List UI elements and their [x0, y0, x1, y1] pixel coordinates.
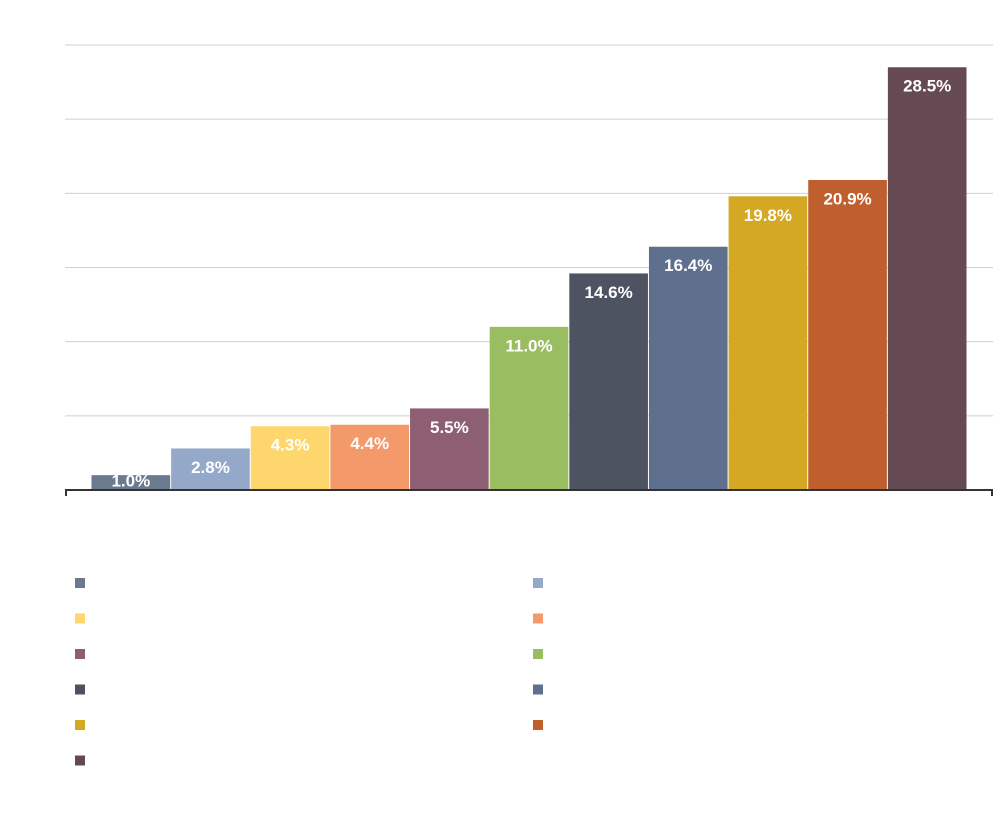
bar: [808, 179, 887, 490]
value-label: 20.9%: [823, 189, 871, 208]
value-label: 14.6%: [585, 283, 633, 302]
bar: [250, 426, 330, 490]
bar: [648, 246, 728, 490]
legend-swatch: [75, 613, 85, 624]
value-label: 1.0%: [111, 471, 150, 490]
legend-swatch: [75, 578, 85, 588]
legend-swatch: [533, 684, 543, 695]
value-label: 16.4%: [664, 256, 712, 275]
bar: [728, 196, 808, 491]
value-label: 4.4%: [350, 434, 389, 453]
legend-swatch: [533, 578, 543, 588]
legend-swatch: [75, 684, 85, 695]
bar: [569, 273, 648, 490]
legend-swatch: [533, 720, 543, 730]
legend-swatch: [75, 755, 85, 766]
bar: [410, 408, 489, 490]
legend-swatch: [533, 613, 543, 624]
legend-swatch: [75, 649, 85, 659]
bar: [887, 67, 967, 490]
value-label: 2.8%: [191, 458, 230, 477]
value-label: 19.8%: [744, 206, 792, 225]
bar: [171, 448, 250, 490]
bar: [489, 326, 569, 490]
legend-swatch: [533, 649, 543, 659]
legend-swatch: [75, 720, 85, 730]
value-label: 5.5%: [430, 418, 469, 437]
bar: [91, 475, 171, 490]
value-label: 28.5%: [903, 77, 951, 96]
bar: [330, 424, 410, 490]
value-label: 4.3%: [271, 436, 310, 455]
value-label: 11.0%: [505, 336, 552, 355]
